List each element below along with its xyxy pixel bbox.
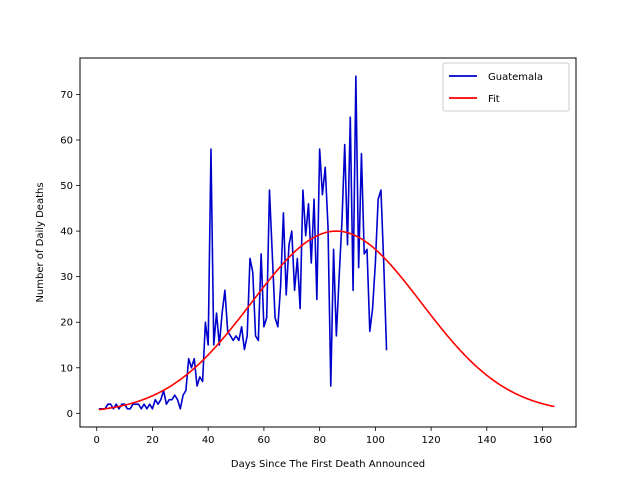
plot-frame xyxy=(79,57,577,428)
x-tick-label: 20 xyxy=(146,435,159,446)
legend-label-fit: Fit xyxy=(488,94,500,105)
legend-label-guatemala: Guatemala xyxy=(488,72,543,83)
legend: Guatemala Fit xyxy=(442,62,570,112)
y-tick-label: 0 xyxy=(67,409,73,420)
y-tick-label: 50 xyxy=(60,181,73,192)
y-axis-ticks: 0 10 20 30 40 50 60 70 xyxy=(60,90,80,420)
x-tick-label: 60 xyxy=(258,435,271,446)
y-tick-label: 10 xyxy=(60,363,73,374)
x-tick-label: 40 xyxy=(202,435,215,446)
y-axis-label: Number of Daily Deaths xyxy=(35,182,46,302)
y-tick-label: 70 xyxy=(60,90,73,101)
x-tick-label: 120 xyxy=(422,435,441,446)
x-tick-label: 0 xyxy=(94,435,100,446)
y-tick-label: 20 xyxy=(60,318,73,329)
x-tick-label: 140 xyxy=(477,435,496,446)
x-tick-label: 160 xyxy=(533,435,552,446)
y-tick-label: 30 xyxy=(60,272,73,283)
series-line-fit xyxy=(98,230,555,411)
x-axis-ticks: 0 20 40 60 80 100 120 140 160 xyxy=(94,427,552,446)
plot-lines xyxy=(98,75,555,411)
x-tick-label: 100 xyxy=(366,435,385,446)
y-tick-label: 40 xyxy=(60,227,73,238)
y-tick-label: 60 xyxy=(60,136,73,147)
series-line-guatemala xyxy=(98,75,388,410)
x-axis-label: Days Since The First Death Announced xyxy=(231,459,425,470)
legend-box xyxy=(442,62,570,112)
x-tick-label: 80 xyxy=(313,435,326,446)
